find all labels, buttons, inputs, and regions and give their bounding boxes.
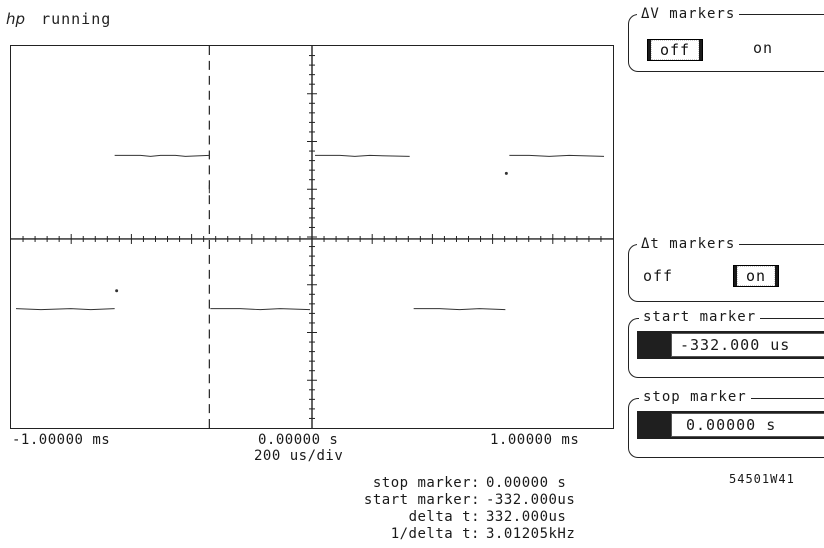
delta-v-markers-title: ΔV markers	[637, 6, 780, 22]
horizontal-ticks	[22, 234, 602, 244]
delta-v-off-label: off	[651, 40, 700, 60]
readout-row: 1/delta t: 3.01205kHz	[296, 526, 596, 543]
readout-row: delta t: 332.000us	[296, 509, 596, 526]
readout-value: -332.000us	[486, 492, 576, 508]
vertical-ticks	[307, 55, 317, 419]
delta-t-markers-softkey[interactable]: Δt markers off on	[628, 236, 824, 302]
stop-marker-title: stop marker	[639, 389, 751, 405]
start-marker-title: start marker	[639, 309, 761, 325]
delta-t-on-label: on	[737, 266, 776, 286]
readout-value: 332.000us	[486, 509, 567, 525]
waveform-trace	[15, 154, 605, 311]
readout-label: 1/delta t:	[390, 526, 480, 542]
delta-t-markers-title: Δt markers	[637, 236, 780, 252]
scope-display[interactable]	[10, 45, 614, 429]
stop-marker-field[interactable]: 0.00000 s	[637, 411, 824, 439]
readout-label: delta t:	[408, 509, 480, 525]
run-status: running	[41, 10, 112, 28]
readout-row: start marker: -332.000us	[296, 492, 596, 509]
delta-t-off-option[interactable]: off	[643, 267, 674, 285]
time-axis-right: 1.00000 ms	[490, 432, 580, 448]
start-marker-value[interactable]: -332.000 us	[671, 333, 824, 357]
time-axis-center: 0.00000 s	[258, 432, 339, 448]
status-line: hp running	[6, 10, 111, 28]
time-per-division: 200 us/div	[254, 448, 344, 464]
stop-marker-value[interactable]: 0.00000 s	[671, 413, 824, 437]
delta-v-on-option[interactable]: on	[753, 39, 774, 57]
model-number: 54501W41	[729, 472, 795, 486]
start-marker-field[interactable]: -332.000 us	[637, 331, 824, 359]
delta-v-off-option[interactable]: off	[647, 39, 704, 61]
readout-row: stop marker: 0.00000 s	[296, 475, 596, 492]
waveform-graph	[11, 46, 613, 428]
readout-value: 3.01205kHz	[486, 526, 576, 542]
readout-label: stop marker:	[372, 475, 480, 491]
stop-marker-softkey[interactable]: stop marker 0.00000 s	[628, 389, 824, 458]
readout-value: 0.00000 s	[486, 475, 567, 491]
brand-logo: hp	[6, 10, 26, 28]
readout-label: start marker:	[363, 492, 480, 508]
delta-v-markers-softkey[interactable]: ΔV markers off on	[628, 6, 824, 72]
marker-readouts: stop marker: 0.00000 s start marker: -332.…	[296, 475, 596, 543]
time-axis-left: -1.00000 ms	[12, 432, 111, 448]
delta-t-on-option[interactable]: on	[733, 265, 780, 287]
start-marker-softkey[interactable]: start marker -332.000 us	[628, 309, 824, 378]
